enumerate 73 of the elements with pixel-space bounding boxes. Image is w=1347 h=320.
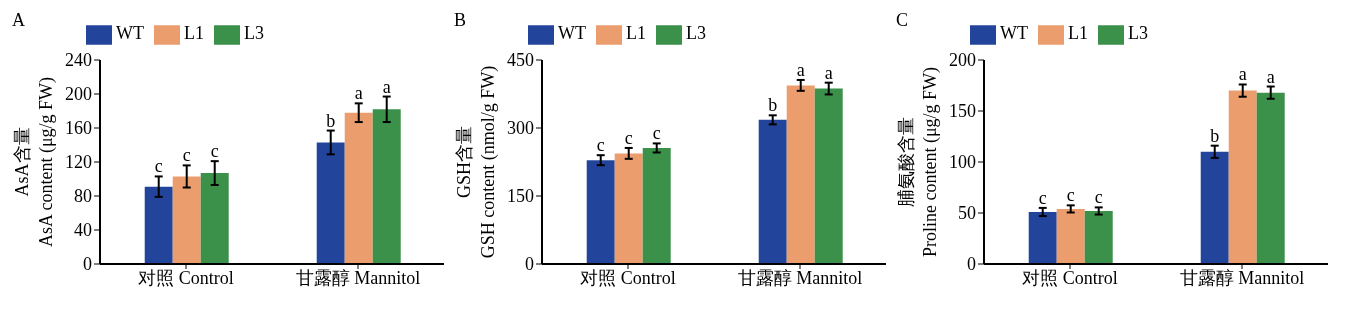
bar [814, 88, 843, 264]
data-label: a [354, 83, 363, 104]
data-label: b [1210, 125, 1220, 146]
y-tick-label: 40 [74, 220, 92, 241]
y-tick-label: 200 [65, 84, 92, 105]
bar [1200, 151, 1229, 264]
y-tick-label: 200 [949, 50, 976, 71]
y-tick-label: 150 [949, 101, 976, 122]
data-label: c [182, 145, 191, 166]
y-tick-label: 240 [65, 50, 92, 71]
y-tick-label: 0 [525, 254, 534, 275]
data-label: a [382, 76, 391, 97]
bar [144, 186, 173, 264]
data-label: b [326, 110, 336, 131]
data-label: a [796, 59, 805, 80]
data-label: c [154, 156, 163, 177]
y-tick-label: 450 [507, 50, 534, 71]
bar [1084, 210, 1113, 264]
x-tick-label: 甘露醇 Mannitol [737, 267, 863, 288]
bar [786, 85, 815, 264]
x-tick-label: 对照 Control [1022, 267, 1118, 288]
y-tick-label: 160 [65, 118, 92, 139]
y-tick-label: 50 [958, 203, 976, 224]
bar [1228, 90, 1257, 264]
x-tick-label: 对照 Control [138, 267, 234, 288]
data-label: b [768, 95, 778, 116]
legend-label: L1 [183, 23, 204, 44]
bar [1256, 92, 1285, 264]
legend-label: L1 [1067, 23, 1088, 44]
legend-label: L3 [1127, 23, 1148, 44]
y-tick-label: 80 [74, 186, 92, 207]
y-axis-title: 脯氨酸含量 Proline content (μg/g FW) [896, 66, 941, 258]
y-tick-label: 0 [83, 254, 92, 275]
bar [586, 160, 615, 264]
bar [758, 119, 787, 264]
bar [372, 109, 401, 264]
y-tick-label: 100 [949, 152, 976, 173]
chart-title: A [12, 10, 25, 31]
data-label: a [824, 62, 833, 83]
y-tick-label: 150 [507, 186, 534, 207]
data-label: c [652, 123, 661, 144]
bar [172, 176, 201, 264]
data-label: c [1094, 187, 1103, 208]
legend-label: WT [558, 23, 586, 44]
data-label: c [210, 141, 219, 162]
data-label: a [1266, 66, 1275, 87]
y-tick-label: 0 [967, 254, 976, 275]
x-tick-label: 甘露醇 Mannitol [1179, 267, 1305, 288]
data-label: c [624, 127, 633, 148]
bar [614, 153, 643, 264]
bar [642, 147, 671, 264]
x-tick-label: 甘露醇 Mannitol [295, 267, 421, 288]
x-tick-label: 对照 Control [580, 267, 676, 288]
legend-label: L3 [685, 23, 706, 44]
data-label: c [596, 135, 605, 156]
chart-title: B [454, 10, 467, 31]
bar [1028, 211, 1057, 264]
legend-label: L3 [243, 23, 264, 44]
bar [316, 142, 345, 264]
chart-title: C [896, 10, 909, 31]
legend-label: WT [1000, 23, 1028, 44]
y-tick-label: 120 [65, 152, 92, 173]
y-axis-title: AsA含量 AsA content (μg/g FW) [12, 76, 57, 248]
y-tick-label: 300 [507, 118, 534, 139]
data-label: c [1066, 185, 1075, 206]
bar [200, 173, 229, 264]
y-axis-title: GSH含量 GSH content (nmol/g FW) [454, 65, 499, 259]
bar [1056, 208, 1085, 264]
legend-label: WT [116, 23, 144, 44]
bar [344, 112, 373, 264]
data-label: a [1238, 64, 1247, 85]
data-label: c [1038, 187, 1047, 208]
legend-label: L1 [625, 23, 646, 44]
